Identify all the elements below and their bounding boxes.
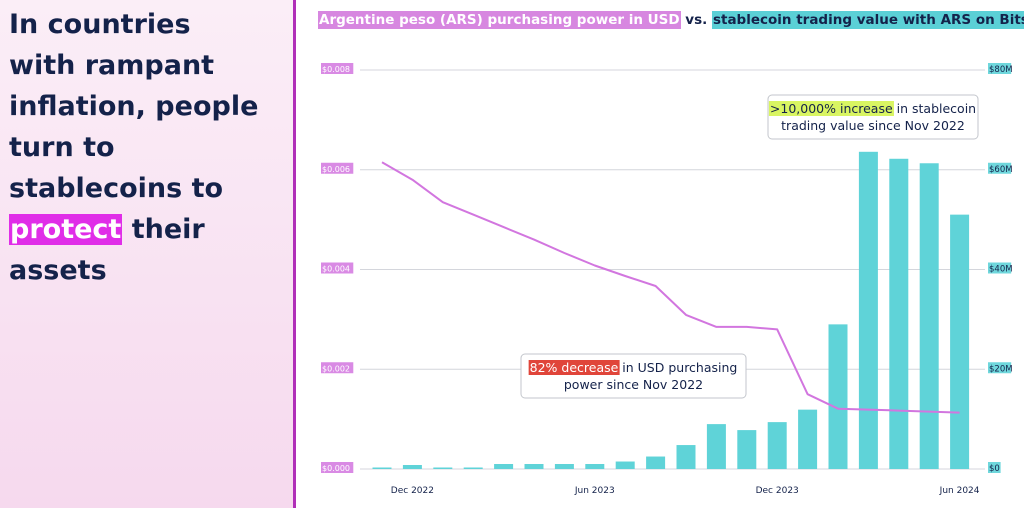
annotation-increase-highlight-bg <box>768 101 894 116</box>
bar <box>706 424 726 469</box>
x-tick-label: Jun 2024 <box>939 486 980 496</box>
annotation-increase: >10,000% increase in stablecoin trading v… <box>767 94 979 140</box>
y-left-tick-label: $0.006 <box>322 165 350 174</box>
y-right-tick-label: $80M <box>989 65 1013 75</box>
headline: In countries with rampant inflation, peopl… <box>9 4 289 291</box>
bar <box>858 151 878 470</box>
x-tick-label: Jun 2023 <box>574 486 615 496</box>
annotation-increase-rest-text: in stablecoin <box>893 101 976 116</box>
x-tick-label: Dec 2023 <box>756 486 799 496</box>
bar <box>554 464 574 469</box>
y-left-tick-highlight <box>321 262 354 274</box>
bar <box>676 445 696 469</box>
bar <box>919 163 939 470</box>
y-left-tick-label: $0.002 <box>322 364 350 373</box>
bar <box>737 430 757 469</box>
chart-title-ars: Argentine peso (ARS) purchasing power in… <box>318 11 681 29</box>
annotation-decrease: 82% decrease in USD purchasing power sinc… <box>520 353 747 399</box>
bar <box>372 467 392 469</box>
bar <box>646 456 666 469</box>
y-left-tick-highlight <box>321 462 354 473</box>
annotation-decrease-rest-text: in USD purchasing <box>618 360 737 375</box>
bar <box>767 422 787 469</box>
chart-title-stablecoin: stablecoin trading value with ARS on Bit… <box>711 11 1024 29</box>
y-right-tick-label: $40M <box>989 265 1013 275</box>
headline-line7: assets <box>9 255 107 286</box>
y-right-tick-highlight <box>988 462 1001 473</box>
y-left-tick-highlight <box>321 162 354 174</box>
annotation-increase-highlight-text: >10,000% increase <box>770 101 893 116</box>
annotation-increase-line1: >10,000% increase in stablecoin <box>770 101 976 116</box>
y-left-tick-highlight <box>321 63 354 74</box>
headline-line1: In countries <box>9 9 191 40</box>
headline-line5: stablecoins to <box>9 173 224 204</box>
headline-line3: inflation, people <box>9 91 259 122</box>
y-right-tick-label: $60M <box>989 165 1013 175</box>
bar <box>524 464 544 469</box>
x-tick-label: Dec 2022 <box>391 486 434 496</box>
y-right-tick-label: $0 <box>989 464 1000 474</box>
annotation-decrease-highlight-bg <box>528 360 620 375</box>
chart-title: Argentine peso (ARS) purchasing power in… <box>318 11 1024 29</box>
panel-divider <box>293 0 296 508</box>
y-left-tick-label: $0.000 <box>322 464 350 473</box>
ars-purchasing-power-line <box>381 161 960 414</box>
annotation-decrease-highlight-text: 82% decrease <box>530 360 619 375</box>
headline-line4: turn to <box>9 132 115 163</box>
y-left-tick-highlight <box>321 362 354 374</box>
bar <box>433 467 453 469</box>
annotation-decrease-line1: 82% decrease in USD purchasing <box>530 360 738 375</box>
left-panel <box>0 0 293 508</box>
y-right-tick-highlight <box>988 63 1012 74</box>
y-left-tick-label: $0.004 <box>322 265 350 274</box>
chart-title-connector: vs. <box>680 12 712 28</box>
headline-line6-rest: their <box>122 214 205 245</box>
headline-highlight: protect <box>9 214 123 245</box>
bar <box>494 464 514 469</box>
y-left-tick-label: $0.008 <box>322 65 350 74</box>
y-right-tick-highlight <box>988 362 1012 374</box>
annotation-increase-line2: trading value since Nov 2022 <box>781 118 965 133</box>
bar <box>889 158 909 469</box>
annotation-decrease-line2: power since Nov 2022 <box>564 377 703 392</box>
headline-line2: with rampant <box>9 50 215 81</box>
bar <box>585 464 605 469</box>
bar <box>950 214 970 469</box>
bar <box>828 324 848 469</box>
y-right-tick-highlight <box>988 262 1012 274</box>
bar <box>615 461 635 469</box>
y-right-tick-highlight <box>988 162 1012 174</box>
bar <box>463 467 483 469</box>
y-right-tick-label: $20M <box>989 364 1013 374</box>
bar <box>402 465 422 469</box>
bar <box>798 409 818 469</box>
